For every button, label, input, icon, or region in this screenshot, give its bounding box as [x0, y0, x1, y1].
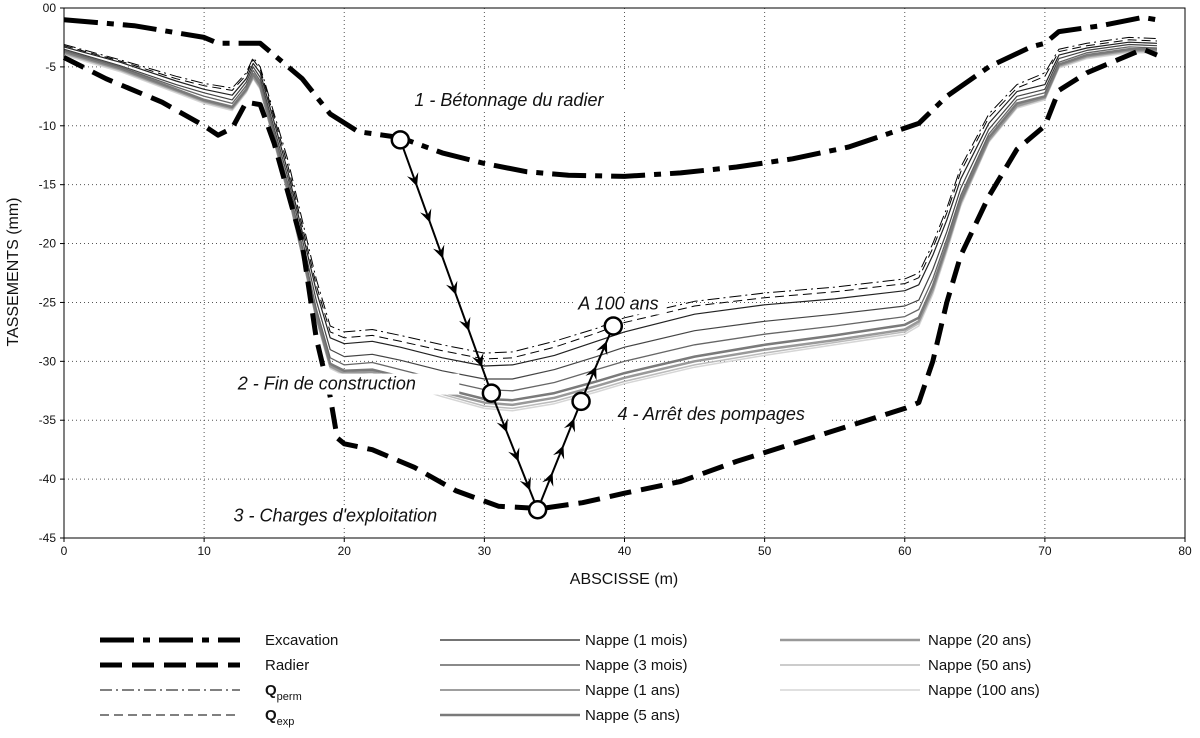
- path-arrowhead: [585, 366, 597, 381]
- path-segment: [580, 325, 615, 402]
- path-arrowhead: [563, 418, 576, 433]
- y-tick-label: -15: [39, 178, 57, 192]
- path-arrowhead: [420, 208, 432, 223]
- annotation-bg: [234, 373, 460, 395]
- axes: 0 10 20 30 40 50 60 70 80 00 -5 -10 -15 -20 -25 -30 -35 -…: [39, 1, 1192, 558]
- legend-label: Nappe (3 mois): [585, 657, 688, 674]
- path-point-marker: [571, 391, 591, 412]
- y-tick-label: 00: [43, 1, 57, 15]
- annotation-bg: [230, 505, 484, 527]
- x-tick-label: 20: [338, 544, 352, 558]
- annotation-label: 3 - Charges d'exploitation: [234, 506, 438, 526]
- annotation-bg: [411, 89, 636, 111]
- legend-label: Nappe (5 ans): [585, 707, 680, 724]
- annotation-bg: [575, 293, 667, 315]
- path-arrowhead: [472, 353, 484, 368]
- y-tick-label: -35: [39, 413, 57, 427]
- legend-label: Nappe (1 mois): [585, 632, 688, 649]
- x-tick-label: 80: [1178, 544, 1192, 558]
- x-tick-label: 30: [478, 544, 492, 558]
- x-tick-label: 0: [61, 544, 68, 558]
- legend-label: Nappe (1 ans): [585, 682, 680, 699]
- series-line-nappe-1-ans: [63, 46, 1158, 392]
- y-tick-label: -25: [39, 295, 57, 309]
- path-point-marker: [481, 383, 502, 403]
- path-arrowhead: [406, 172, 419, 187]
- series-line-radier: [62, 46, 1158, 512]
- annotation-bg: [614, 404, 830, 426]
- y-tick-label: -40: [39, 472, 57, 486]
- x-tick-label: 10: [197, 544, 211, 558]
- series-line-nappe-5-ans: [63, 47, 1157, 402]
- legend: Excavation Radier Qperm Qexp Nappe (1 mois) N…: [100, 632, 1040, 728]
- annotations: 1 - Bétonnage du radier 2 - Fin de constr…: [230, 89, 830, 527]
- y-tick-label: -5: [45, 60, 56, 74]
- x-axis-title: ABSCISSE (m): [570, 571, 678, 588]
- series-line-q-perm: [63, 36, 1158, 354]
- series-line-excavation: [63, 14, 1158, 179]
- legend-label: Nappe (50 ans): [928, 657, 1031, 674]
- x-tick-label: 40: [618, 544, 632, 558]
- y-tick-label: -30: [39, 354, 57, 368]
- annotation-label: 1 - Bétonnage du radier: [414, 90, 604, 110]
- path-arrowhead: [508, 447, 520, 462]
- legend-label: Qperm: [265, 682, 302, 703]
- path-arrowhead: [446, 280, 458, 295]
- path-arrowhead: [459, 316, 471, 332]
- y-tick-label: -10: [39, 119, 57, 133]
- x-tick-label: 50: [758, 544, 772, 558]
- series-line-nappe-3-mois: [63, 43, 1158, 380]
- y-tick-label: -20: [39, 237, 57, 251]
- x-tick-label: 70: [1038, 544, 1052, 558]
- legend-label: Excavation: [265, 632, 338, 649]
- legend-label: Radier: [265, 657, 309, 674]
- path-arrowhead: [496, 418, 508, 433]
- path-point-marker: [603, 316, 624, 336]
- legend-label: Qexp: [265, 707, 294, 728]
- path-point-marker: [390, 130, 411, 150]
- series-line-q-exp: [63, 39, 1158, 360]
- y-axis-title: TASSEMENTS (mm): [5, 197, 22, 346]
- path-arrowhead: [433, 244, 445, 259]
- y-tick-label: -45: [39, 531, 57, 545]
- legend-label: Nappe (100 ans): [928, 682, 1040, 699]
- x-tick-label: 60: [898, 544, 912, 558]
- path-arrowhead: [596, 341, 608, 356]
- series-layer: [62, 14, 1158, 512]
- legend-label: Nappe (20 ans): [928, 632, 1031, 649]
- path-point-marker: [527, 499, 548, 520]
- path-arrowhead: [553, 445, 565, 460]
- annotation-label: 2 - Fin de construction: [237, 374, 416, 394]
- annotation-label: 4 - Arrêt des pompages: [617, 404, 804, 424]
- loading-path: [390, 130, 624, 520]
- series-line-nappe-1-mois: [63, 41, 1158, 367]
- path-arrowhead: [542, 472, 554, 487]
- annotation-label: A 100 ans: [577, 294, 658, 314]
- path-arrowhead: [519, 476, 531, 491]
